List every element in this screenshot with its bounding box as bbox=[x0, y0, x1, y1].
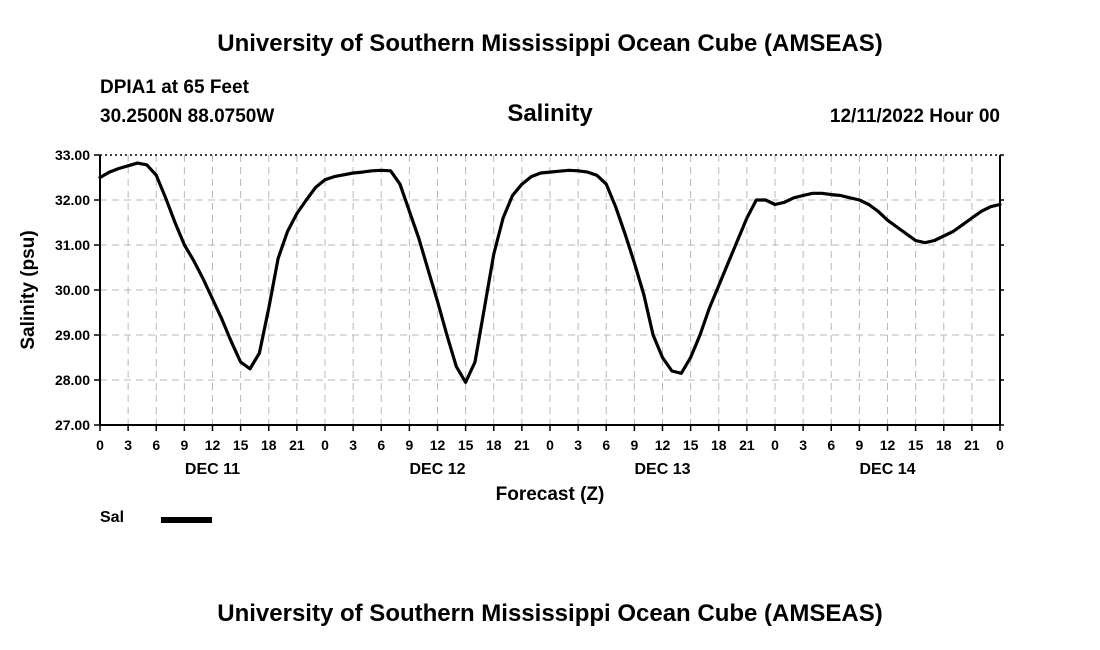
x-tick-label: 6 bbox=[602, 437, 610, 453]
day-label: DEC 13 bbox=[634, 461, 690, 478]
x-tick-label: 0 bbox=[96, 437, 104, 453]
x-tick-label: 9 bbox=[855, 437, 863, 453]
x-tick-label: 0 bbox=[771, 437, 779, 453]
x-tick-label: 12 bbox=[880, 437, 896, 453]
coordinates-label: 30.2500N 88.0750W bbox=[100, 106, 275, 127]
x-tick-label: 6 bbox=[377, 437, 385, 453]
x-tick-label: 6 bbox=[827, 437, 835, 453]
x-tick-label: 18 bbox=[936, 437, 952, 453]
top-title: University of Southern Mississippi Ocean… bbox=[217, 30, 883, 57]
x-tick-label: 12 bbox=[655, 437, 671, 453]
y-tick-label: 33.00 bbox=[55, 147, 90, 163]
x-tick-label: 0 bbox=[996, 437, 1004, 453]
x-tick-label: 9 bbox=[630, 437, 638, 453]
x-tick-label: 3 bbox=[799, 437, 807, 453]
y-axis-title: Salinity (psu) bbox=[18, 230, 39, 349]
x-tick-label: 21 bbox=[964, 437, 980, 453]
x-tick-label: 12 bbox=[205, 437, 221, 453]
x-tick-label: 0 bbox=[321, 437, 329, 453]
x-tick-label: 6 bbox=[152, 437, 160, 453]
y-tick-label: 28.00 bbox=[55, 372, 90, 388]
y-tick-label: 27.00 bbox=[55, 417, 90, 433]
x-tick-label: 18 bbox=[711, 437, 727, 453]
series-line-sal bbox=[98, 161, 1002, 384]
x-tick-label: 12 bbox=[430, 437, 446, 453]
day-label: DEC 14 bbox=[859, 461, 915, 478]
legend-line-swatch bbox=[161, 517, 212, 523]
x-tick-label: 9 bbox=[180, 437, 188, 453]
datetime-label: 12/11/2022 Hour 00 bbox=[829, 106, 1000, 127]
x-tick-label: 9 bbox=[405, 437, 413, 453]
x-tick-label: 15 bbox=[683, 437, 699, 453]
y-tick-label: 31.00 bbox=[55, 237, 90, 253]
x-tick-label: 15 bbox=[458, 437, 474, 453]
bottom-title: University of Southern Mississippi Ocean… bbox=[217, 600, 883, 627]
x-tick-label: 3 bbox=[124, 437, 132, 453]
x-tick-label: 0 bbox=[546, 437, 554, 453]
chart-title: Salinity bbox=[507, 100, 593, 127]
x-tick-label: 3 bbox=[349, 437, 357, 453]
x-tick-label: 21 bbox=[289, 437, 305, 453]
x-tick-label: 21 bbox=[514, 437, 530, 453]
x-tick-label: 15 bbox=[233, 437, 249, 453]
x-tick-label: 21 bbox=[739, 437, 755, 453]
day-label: DEC 12 bbox=[409, 461, 465, 478]
y-tick-label: 29.00 bbox=[55, 327, 90, 343]
station-label: DPIA1 at 65 Feet bbox=[100, 77, 249, 98]
x-tick-label: 18 bbox=[486, 437, 502, 453]
x-tick-label: 15 bbox=[908, 437, 924, 453]
y-tick-label: 30.00 bbox=[55, 282, 90, 298]
legend-label: Sal bbox=[100, 509, 125, 526]
x-axis-title: Forecast (Z) bbox=[496, 484, 605, 505]
y-tick-label: 32.00 bbox=[55, 192, 90, 208]
day-label: DEC 11 bbox=[185, 461, 240, 478]
x-tick-label: 3 bbox=[574, 437, 582, 453]
x-tick-label: 18 bbox=[261, 437, 277, 453]
